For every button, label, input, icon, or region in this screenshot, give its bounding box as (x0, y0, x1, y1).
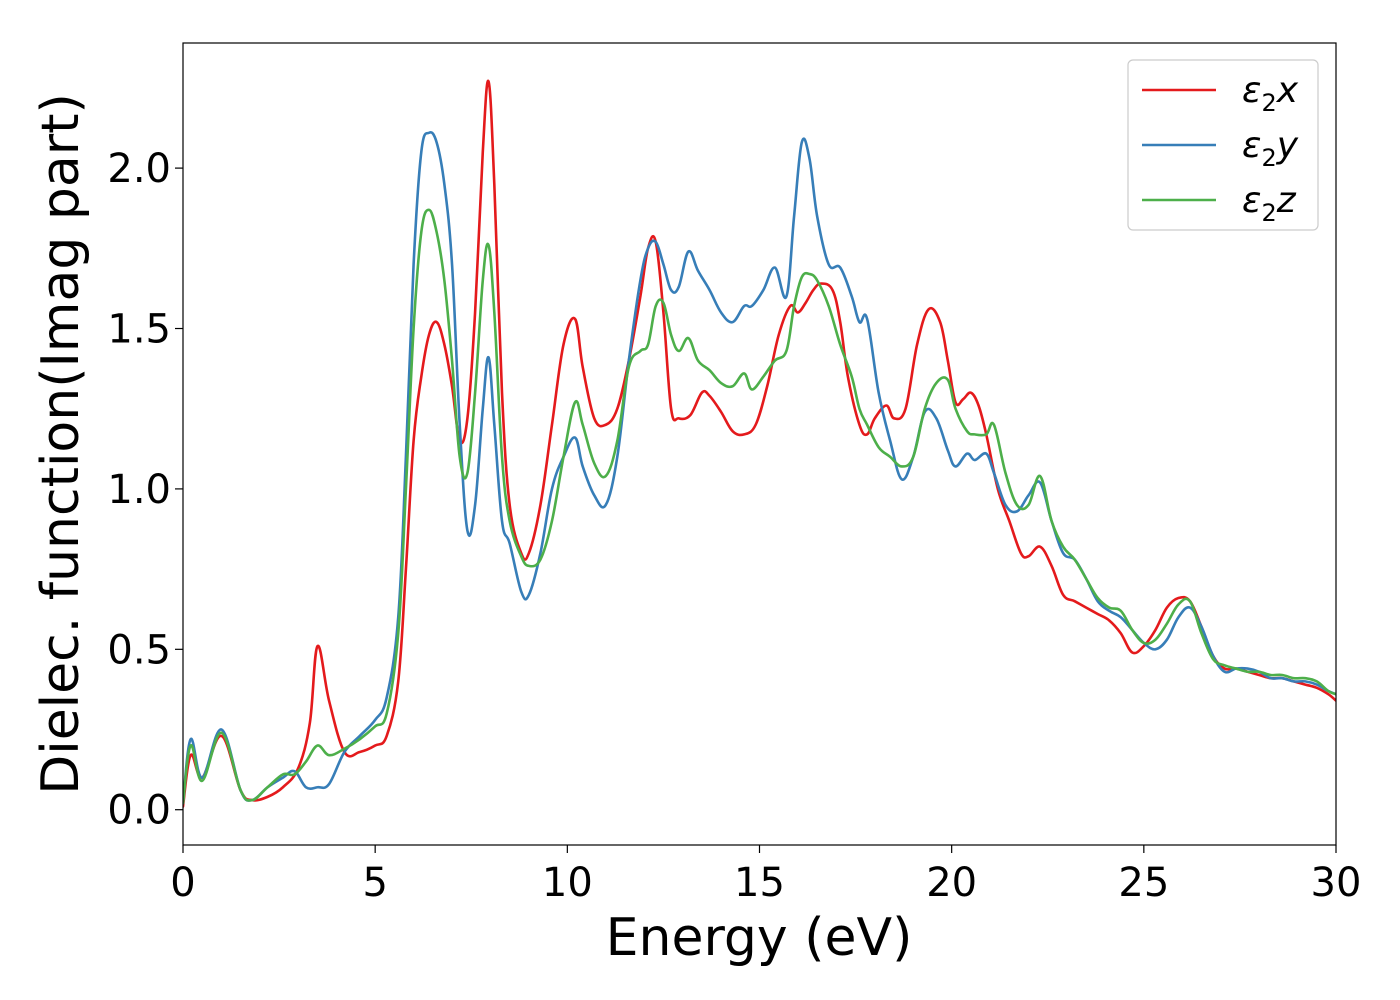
x-tick-label: 30 (1311, 860, 1362, 906)
y-tick-label: 1.0 (107, 467, 171, 513)
legend: ε2x ε2y ε2z (1127, 59, 1319, 231)
y-tick-label: 0.0 (107, 788, 171, 834)
y-axis-label: Dielec. function(Imag part) (31, 93, 91, 795)
y-tick-label: 2.0 (107, 146, 171, 192)
legend-label-z: ε2z (1242, 180, 1297, 227)
series-line-z (183, 208, 1336, 805)
x-tick-label: 20 (926, 860, 977, 906)
x-axis-label: Energy (eV) (606, 908, 913, 968)
series-line-y (183, 130, 1336, 805)
x-tick-label: 25 (1118, 860, 1169, 906)
legend-label-x: ε2x (1242, 70, 1299, 117)
legend-box (1127, 59, 1319, 231)
y-axis: 0.0 0.5 1.0 1.5 2.0 (107, 146, 183, 834)
x-tick-label: 5 (362, 860, 387, 906)
y-tick-label: 1.5 (107, 307, 171, 353)
x-tick-label: 15 (734, 860, 785, 906)
x-axis: 0 5 10 15 20 25 30 (170, 845, 1361, 906)
x-tick-label: 0 (170, 860, 195, 906)
y-tick-label: 0.5 (107, 627, 171, 673)
legend-label-y: ε2y (1242, 125, 1299, 172)
series-layer (183, 79, 1336, 808)
series-line-x (183, 79, 1336, 808)
x-tick-label: 10 (542, 860, 593, 906)
